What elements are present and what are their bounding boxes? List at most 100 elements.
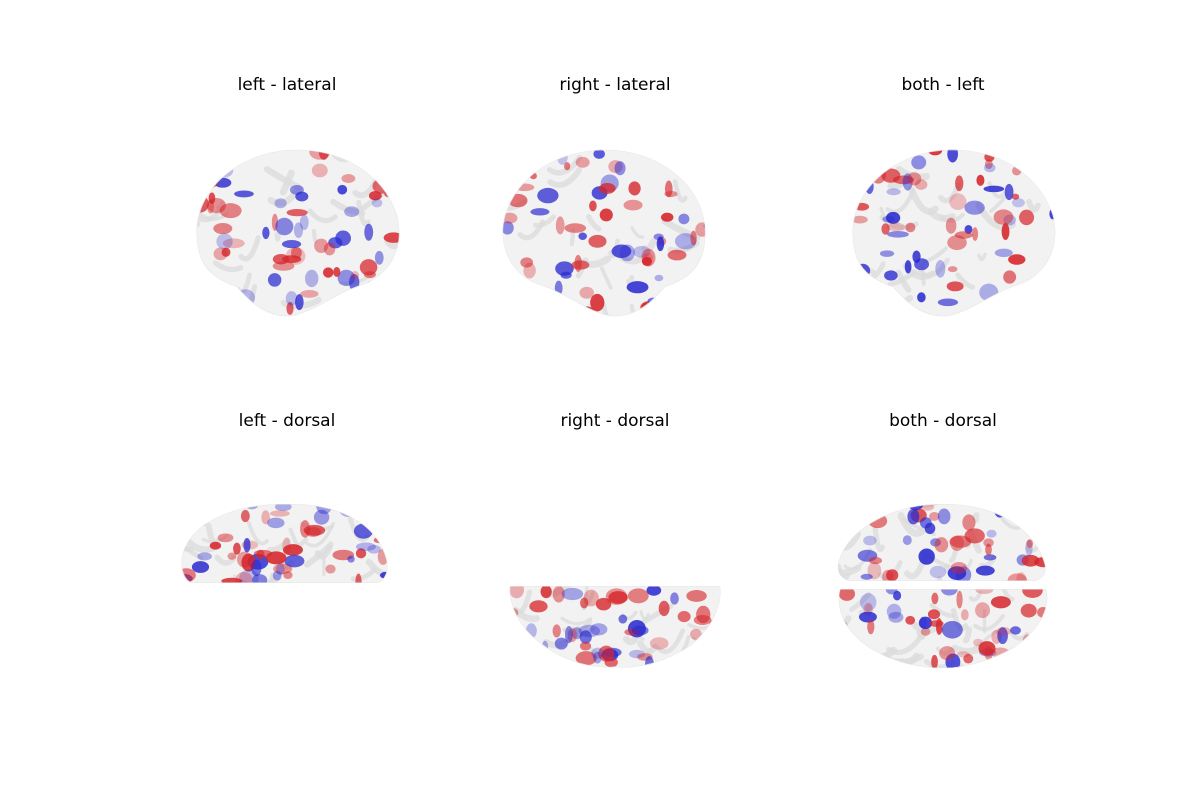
activation-positive <box>628 181 641 196</box>
activation-negative <box>537 187 559 204</box>
brain-surface-right-dorsal <box>509 586 721 668</box>
activation-positive <box>270 510 290 517</box>
activation-positive <box>608 591 628 604</box>
activation-positive <box>552 624 561 638</box>
sulcus-line <box>879 206 900 228</box>
activation-negative <box>986 529 997 538</box>
activation-positive <box>547 297 562 309</box>
panel-both-left: both - left <box>793 75 1093 395</box>
activation-positive <box>985 543 992 556</box>
activation-negative <box>276 563 285 576</box>
activation-negative <box>947 566 967 580</box>
activation-positive <box>878 299 896 312</box>
activation-positive <box>579 286 594 299</box>
sulcus-line <box>971 657 1004 669</box>
activation-positive <box>901 308 922 316</box>
activation-negative <box>983 185 1005 193</box>
sulcus-line <box>238 235 261 262</box>
activation-negative <box>364 223 374 241</box>
activation-positive <box>355 573 362 583</box>
sulcus-line <box>373 503 388 517</box>
activation-positive <box>372 178 393 194</box>
sulcus-line <box>630 226 645 239</box>
activation-positive <box>934 537 949 553</box>
activation-positive <box>533 286 548 304</box>
activation-negative <box>355 542 376 551</box>
activation-positive <box>867 619 875 635</box>
activation-negative <box>631 625 649 636</box>
activation-positive <box>658 600 670 617</box>
activation-positive <box>685 296 700 304</box>
activation-positive <box>1020 603 1037 618</box>
activation-positive <box>936 626 944 634</box>
sulcus-line <box>656 628 686 655</box>
activation-positive <box>588 234 607 248</box>
sulcus-line <box>872 525 885 553</box>
activation-positive <box>196 271 203 288</box>
sulcus-line <box>212 260 244 273</box>
activation-negative <box>935 260 946 278</box>
sulcus-line <box>644 304 676 317</box>
activation-positive <box>201 295 220 313</box>
sulcus-line <box>502 292 517 316</box>
activation-positive <box>978 641 996 656</box>
sulcus-line <box>356 199 371 227</box>
activation-positive <box>285 247 306 265</box>
activation-negative <box>234 190 254 198</box>
activation-negative <box>347 555 355 563</box>
sulcus-line <box>513 589 533 615</box>
activation-positive <box>1000 304 1018 317</box>
activation-positive <box>1039 281 1056 299</box>
activation-positive <box>623 199 643 211</box>
activation-positive <box>579 641 592 651</box>
activation-negative <box>295 191 309 202</box>
activation-negative <box>997 627 1008 645</box>
sulcus-line <box>546 154 583 176</box>
activation-positive <box>690 230 697 246</box>
sulcus-line <box>185 508 210 521</box>
activation-negative <box>947 149 959 163</box>
activation-negative <box>964 200 985 215</box>
sulcus-line <box>962 558 973 569</box>
sulcus-line <box>898 652 920 667</box>
activation-positive <box>514 183 535 192</box>
activation-positive <box>351 296 361 313</box>
activation-negative <box>849 645 864 654</box>
activation-negative <box>293 222 304 239</box>
activation-positive <box>695 222 706 237</box>
sulcus-line <box>509 655 513 668</box>
activation-positive <box>954 231 973 239</box>
activation-negative <box>907 508 920 525</box>
activation-positive <box>502 149 517 159</box>
activation-positive <box>520 257 534 268</box>
sulcus-line <box>849 503 866 510</box>
activation-positive <box>197 176 219 189</box>
activation-negative <box>860 573 873 580</box>
activation-negative <box>1010 626 1021 635</box>
brain-surface-both-dorsal <box>837 503 1048 669</box>
activation-negative <box>335 230 351 246</box>
activation-positive <box>233 542 241 555</box>
activation-negative <box>564 625 573 644</box>
activation-negative <box>678 213 690 225</box>
activation-positive <box>590 293 605 312</box>
activation-positive <box>355 548 367 559</box>
activation-negative <box>274 198 287 209</box>
activation-negative <box>884 270 898 281</box>
activation-positive <box>385 161 399 169</box>
activation-positive <box>530 301 545 310</box>
activation-positive <box>689 628 702 640</box>
activation-negative <box>945 653 961 669</box>
activation-positive <box>949 193 967 211</box>
activation-positive <box>963 653 974 664</box>
activation-negative <box>367 544 381 554</box>
sulcus-line <box>641 238 657 253</box>
panel-right-dorsal: right - dorsal <box>465 411 765 731</box>
sulcus-line <box>977 252 987 262</box>
activation-positive <box>641 248 656 267</box>
panel-title: left - dorsal <box>238 411 336 431</box>
activation-positive <box>905 615 916 625</box>
activation-negative <box>267 517 285 529</box>
activation-negative <box>860 593 877 612</box>
sulcus-line <box>274 232 281 242</box>
